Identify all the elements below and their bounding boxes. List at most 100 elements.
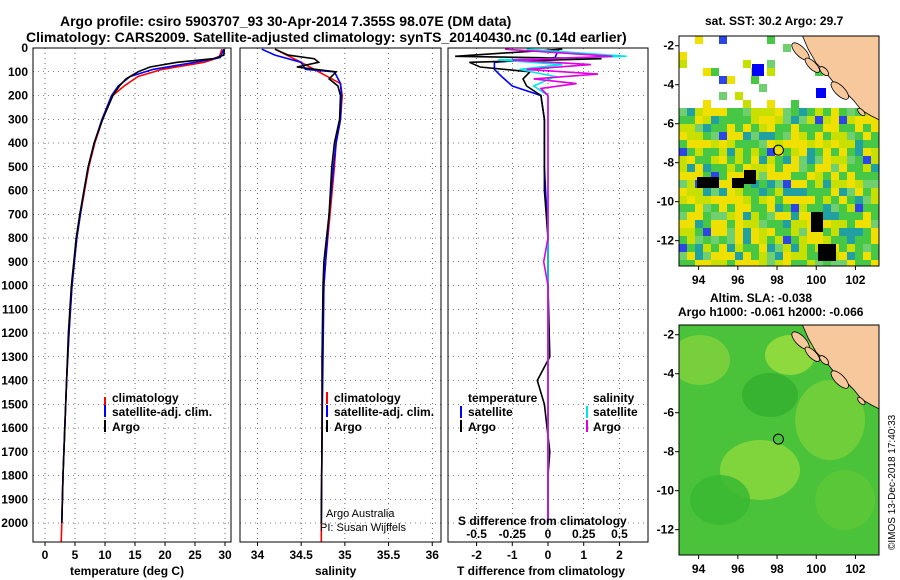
imos-credit: ©IMOS 13-Dec-2018 17:40:33 — [887, 414, 898, 550]
sst-cell — [767, 36, 775, 44]
sst-cell — [775, 260, 783, 266]
sst-cell — [823, 196, 831, 204]
sst-cell — [855, 180, 863, 188]
sst-cell — [679, 140, 687, 148]
sst-cell — [727, 156, 735, 164]
sst-cell — [767, 116, 775, 124]
depth-tick-label: 1400 — [1, 374, 28, 388]
sst-cell — [679, 236, 687, 244]
sst-cell — [727, 180, 735, 188]
sst-cell — [831, 204, 839, 212]
sst-cell — [855, 228, 863, 236]
sst-cell — [679, 220, 687, 228]
sst-cell — [871, 140, 879, 148]
legend-temp-satellite-label: satellite — [468, 405, 513, 419]
sst-cell — [711, 188, 719, 196]
sst-cell — [807, 164, 815, 172]
sst-cell — [799, 148, 807, 156]
salinity-axes-frame — [239, 47, 442, 543]
sst-cell — [719, 76, 727, 84]
sst-cell — [823, 156, 831, 164]
sst-cell — [847, 204, 855, 212]
sst-cell — [847, 236, 855, 244]
sst-cell — [719, 164, 727, 172]
sst-cell — [687, 228, 695, 236]
legend-satellite-label: satellite-adj. clim. — [334, 405, 434, 419]
sst-cell — [703, 244, 711, 252]
sst-cell — [863, 132, 871, 140]
sst-cell — [759, 124, 767, 132]
sst-cell — [783, 44, 791, 52]
sst-cell — [751, 220, 759, 228]
sst-cell — [807, 204, 815, 212]
sal-diff-x-tick-label: 0.5 — [611, 527, 628, 541]
sst-missing-patch — [752, 64, 764, 76]
map-lat-tick-label: -4 — [663, 367, 674, 381]
sst-cell — [799, 236, 807, 244]
sst-cell — [799, 108, 807, 116]
sst-cell — [783, 108, 791, 116]
sst-cell — [847, 252, 855, 260]
sst-cell — [711, 244, 719, 252]
map-lat-tick-label: -8 — [663, 445, 674, 459]
sst-cell — [687, 180, 695, 188]
sst-cell — [783, 140, 791, 148]
temperature-x-tick-label: 20 — [158, 548, 172, 562]
sst-cell — [759, 244, 767, 252]
sst-cell — [847, 244, 855, 252]
credit-pi-name: PI: Susan Wijffels — [320, 522, 406, 534]
sla-map-frame — [678, 324, 880, 556]
sst-cell — [855, 252, 863, 260]
sst-cell — [743, 260, 751, 266]
sst-cell — [775, 252, 783, 260]
sst-cell — [711, 212, 719, 220]
sst-cell — [871, 220, 879, 228]
sst-cell — [799, 212, 807, 220]
sst-cell — [759, 252, 767, 260]
sst-cell — [767, 180, 775, 188]
map-lat-tick-label: -12 — [657, 523, 675, 537]
sst-cell — [775, 180, 783, 188]
sst-cell — [743, 156, 751, 164]
sst-cell — [767, 140, 775, 148]
sal-diff-argo-line — [505, 48, 613, 523]
sst-cell — [703, 164, 711, 172]
sst-cell — [823, 188, 831, 196]
sst-cell — [695, 260, 703, 266]
sst-cell — [719, 92, 727, 100]
sst-cell — [711, 68, 719, 76]
sst-cell — [743, 244, 751, 252]
sst-cell — [679, 132, 687, 140]
legend-temperature-heading: temperature — [468, 391, 538, 405]
argo-position-marker — [772, 433, 784, 445]
sst-cell — [863, 204, 871, 212]
temperature-x-tick-label: 25 — [188, 548, 202, 562]
sst-cell — [799, 140, 807, 148]
sst-cell — [823, 124, 831, 132]
sst-cell — [831, 180, 839, 188]
sst-cell — [871, 260, 879, 266]
sst-cell — [719, 228, 727, 236]
sst-cell — [855, 236, 863, 244]
salinity-x-tick-label: 35 — [338, 548, 352, 562]
sst-cell — [695, 228, 703, 236]
sst-cell — [687, 116, 695, 124]
sst-cell — [727, 132, 735, 140]
sst-cell — [791, 132, 799, 140]
sst-cell — [719, 244, 727, 252]
sst-cell — [799, 244, 807, 252]
sst-cell — [791, 228, 799, 236]
sst-cell — [839, 172, 847, 180]
sst-cell — [847, 228, 855, 236]
difference-legend-temperature: temperature satellite Argo — [460, 391, 538, 434]
sst-cell — [767, 172, 775, 180]
salinity-climatology-line — [274, 48, 344, 542]
sst-cell — [791, 100, 799, 108]
legend-salinity-heading: salinity — [593, 391, 635, 405]
depth-tick-label: 900 — [8, 255, 28, 269]
map-lon-tick-label: 98 — [770, 273, 784, 287]
sst-map-frame — [678, 35, 880, 267]
sst-cell — [767, 132, 775, 140]
sst-cell — [863, 260, 871, 266]
sst-cell — [815, 172, 823, 180]
